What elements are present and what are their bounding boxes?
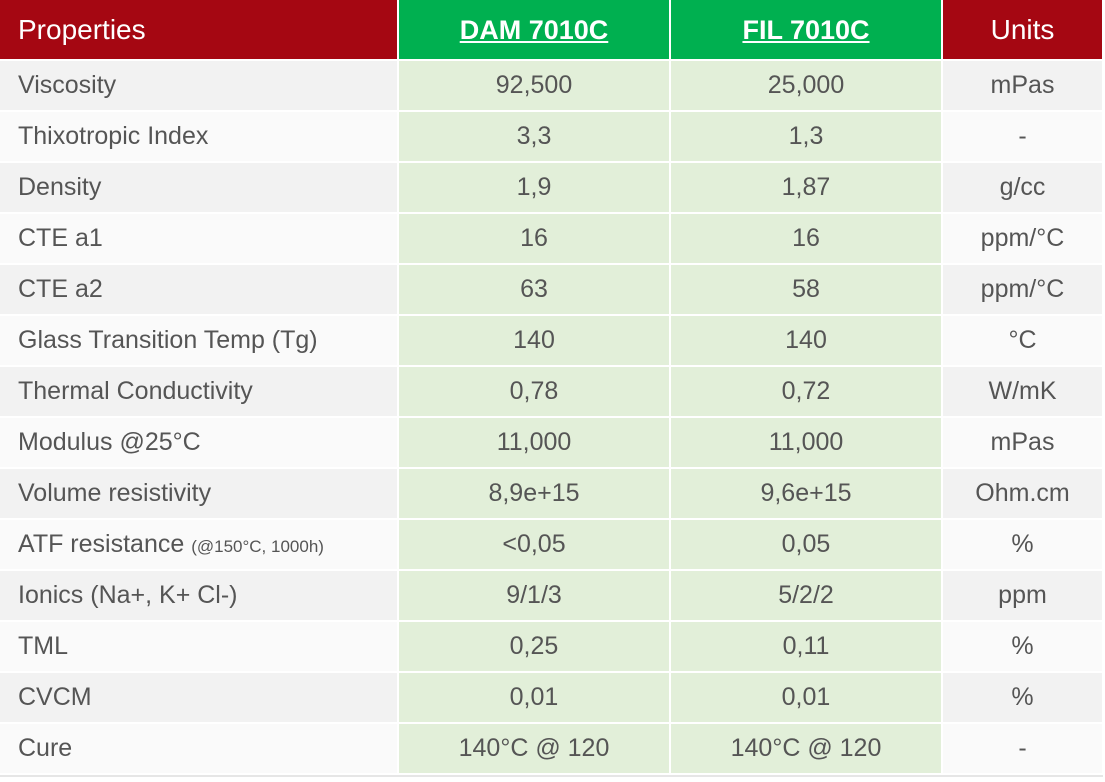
- unit-value: %: [942, 672, 1104, 724]
- fil-7010c-value: 25,000: [670, 60, 943, 112]
- property-name-cell: Cure: [0, 723, 399, 775]
- property-name-cell: ATF resistance (@150°C, 1000h): [0, 519, 399, 571]
- dam-7010c-value: 63: [398, 264, 671, 316]
- fil-7010c-value: 0,72: [670, 366, 943, 418]
- fil-7010c-value: 16: [670, 213, 943, 265]
- property-name-cell: Density: [0, 162, 399, 214]
- table-row: CVCM 0,01 0,01%: [0, 672, 1104, 724]
- property-name-cell: Thermal Conductivity: [0, 366, 399, 418]
- table-row: Ionics (Na+, K+ Cl-) 9/1/3 5/2/2 ppm: [0, 570, 1104, 622]
- unit-value: %: [942, 621, 1104, 673]
- dam-7010c-header: DAM 7010C: [398, 0, 671, 61]
- unit-value: mPas: [942, 417, 1104, 469]
- table-row: TML 0,25 0,11%: [0, 621, 1104, 673]
- fil-7010c-header: FIL 7010C: [670, 0, 943, 61]
- property-name: Cure: [18, 734, 73, 762]
- property-name: Density: [18, 173, 102, 201]
- dam-7010c-value: 8,9e+15: [398, 468, 671, 520]
- property-name-cell: CTE a1: [0, 213, 399, 265]
- table-row: Volume resistivity 8,9e+15 9,6e+15 Ohm.cm: [0, 468, 1104, 520]
- table-header-row: Properties DAM 7010C FIL 7010C Units: [0, 0, 1104, 61]
- unit-value: -: [942, 723, 1104, 775]
- table-row: Density 1,9 1,87 g/cc: [0, 162, 1104, 214]
- property-name: Glass Transition Temp (Tg): [18, 326, 318, 354]
- table-row: CTE a2 63 58 ppm/°C: [0, 264, 1104, 316]
- property-name: Thixotropic Index: [18, 122, 209, 150]
- unit-value: Ohm.cm: [942, 468, 1104, 520]
- table-body: Viscosity 92,500 25,000 mPas Thixotropic Ind…: [0, 60, 1104, 775]
- table-bottom-divider: [0, 775, 1103, 777]
- property-name: Modulus @25°C: [18, 428, 201, 456]
- unit-value: %: [942, 519, 1104, 571]
- dam-7010c-value: 0,25: [398, 621, 671, 673]
- table-row: CTE a1 16 16 ppm/°C: [0, 213, 1104, 265]
- property-name: ATF resistance: [18, 530, 192, 558]
- unit-value: ppm/°C: [942, 264, 1104, 316]
- property-name: Thermal Conductivity: [18, 377, 253, 405]
- property-name: Volume resistivity: [18, 479, 212, 507]
- property-name: Viscosity: [18, 71, 117, 99]
- dam-7010c-value: 0,78: [398, 366, 671, 418]
- property-name-cell: Glass Transition Temp (Tg): [0, 315, 399, 367]
- dam-7010c-value: <0,05: [398, 519, 671, 571]
- dam-7010c-value: 11,000: [398, 417, 671, 469]
- fil-7010c-value: 0,01: [670, 672, 943, 724]
- unit-value: -: [942, 111, 1104, 163]
- fil-7010c-value: 1,3: [670, 111, 943, 163]
- fil-7010c-value: 9,6e+15: [670, 468, 943, 520]
- properties-header: Properties: [0, 0, 399, 61]
- property-name: CTE a1: [18, 224, 103, 252]
- dam-7010c-value: 9/1/3: [398, 570, 671, 622]
- unit-value: g/cc: [942, 162, 1104, 214]
- table-row: ATF resistance (@150°C, 1000h) <0,05 0,05%: [0, 519, 1104, 571]
- property-name: TML: [18, 632, 68, 660]
- property-name-cell: CTE a2: [0, 264, 399, 316]
- table-row: Thermal Conductivity 0,78 0,72 W/mK: [0, 366, 1104, 418]
- property-note: (@150°C, 1000h): [191, 537, 324, 556]
- fil-7010c-value: 5/2/2: [670, 570, 943, 622]
- property-name-cell: Ionics (Na+, K+ Cl-): [0, 570, 399, 622]
- dam-7010c-value: 16: [398, 213, 671, 265]
- property-name-cell: Thixotropic Index: [0, 111, 399, 163]
- unit-value: mPas: [942, 60, 1104, 112]
- table-row: Cure 140°C @ 120 140°C @ 120-: [0, 723, 1104, 775]
- property-name: CVCM: [18, 683, 92, 711]
- property-name-cell: Volume resistivity: [0, 468, 399, 520]
- fil-7010c-value: 140: [670, 315, 943, 367]
- property-name: CTE a2: [18, 275, 103, 303]
- property-name-cell: CVCM: [0, 672, 399, 724]
- fil-7010c-value: 0,11: [670, 621, 943, 673]
- dam-7010c-value: 0,01: [398, 672, 671, 724]
- table-row: Thixotropic Index 3,3 1,3-: [0, 111, 1104, 163]
- table-row: Modulus @25°C 11,000 11,000 mPas: [0, 417, 1104, 469]
- fil-7010c-value: 140°C @ 120: [670, 723, 943, 775]
- unit-value: ppm/°C: [942, 213, 1104, 265]
- dam-7010c-value: 3,3: [398, 111, 671, 163]
- table-row: Glass Transition Temp (Tg) 140 140 °C: [0, 315, 1104, 367]
- unit-value: W/mK: [942, 366, 1104, 418]
- fil-7010c-value: 1,87: [670, 162, 943, 214]
- property-name: Ionics (Na+, K+ Cl-): [18, 581, 238, 609]
- units-header: Units: [942, 0, 1104, 61]
- dam-7010c-value: 1,9: [398, 162, 671, 214]
- fil-7010c-value: 0,05: [670, 519, 943, 571]
- unit-value: ppm: [942, 570, 1104, 622]
- fil-7010c-link[interactable]: FIL 7010C: [742, 14, 870, 45]
- property-name-cell: Modulus @25°C: [0, 417, 399, 469]
- fil-7010c-value: 11,000: [670, 417, 943, 469]
- table-row: Viscosity 92,500 25,000 mPas: [0, 60, 1104, 112]
- dam-7010c-link[interactable]: DAM 7010C: [459, 14, 609, 45]
- dam-7010c-value: 140: [398, 315, 671, 367]
- unit-value: °C: [942, 315, 1104, 367]
- property-name-cell: TML: [0, 621, 399, 673]
- fil-7010c-value: 58: [670, 264, 943, 316]
- dam-7010c-value: 140°C @ 120: [398, 723, 671, 775]
- property-name-cell: Viscosity: [0, 60, 399, 112]
- dam-7010c-value: 92,500: [398, 60, 671, 112]
